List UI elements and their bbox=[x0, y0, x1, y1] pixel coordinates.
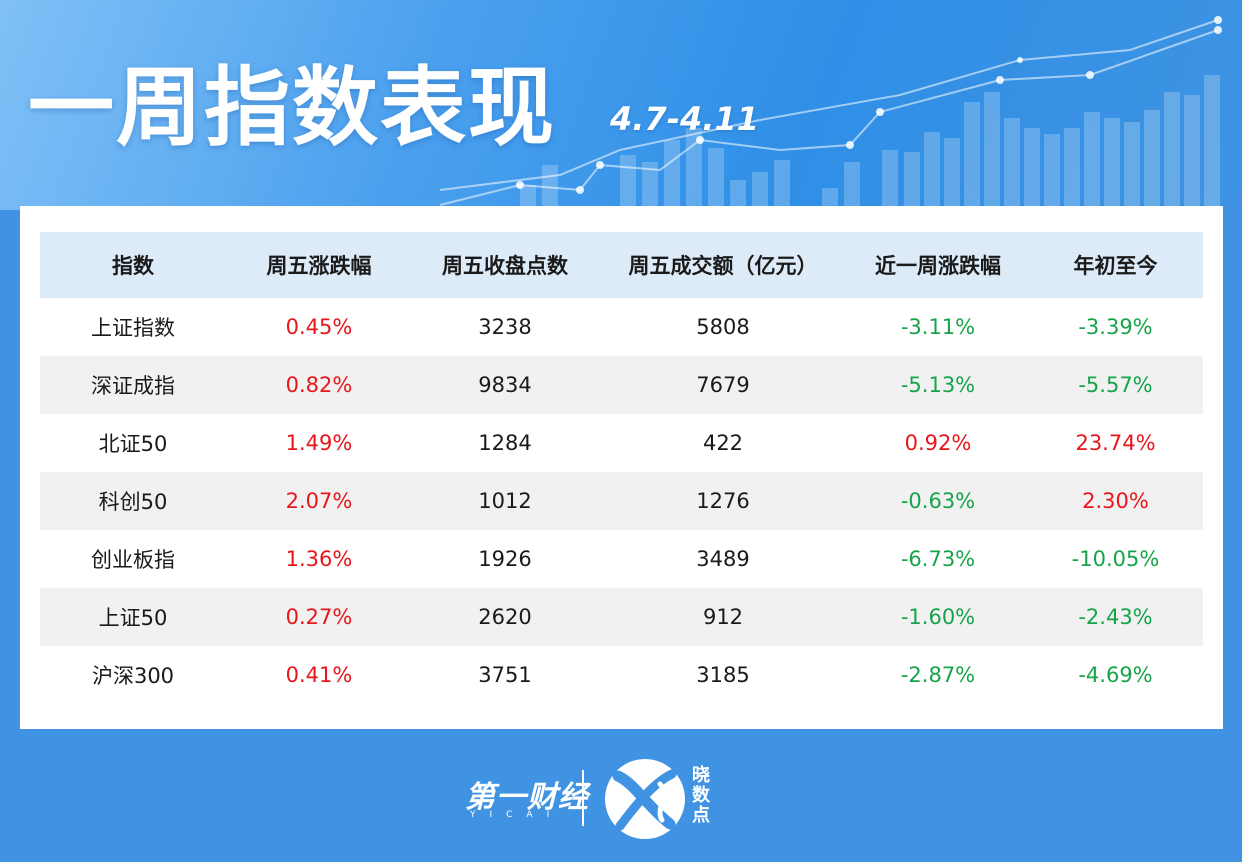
week-change: -0.63% bbox=[900, 489, 976, 513]
yicai-logo-sub: YICAI bbox=[470, 810, 564, 820]
index-name: 北证50 bbox=[98, 432, 168, 456]
week-change: -6.73% bbox=[900, 547, 976, 571]
logo-divider bbox=[582, 770, 584, 826]
week-change: -2.87% bbox=[900, 663, 976, 687]
decorative-dots bbox=[516, 16, 1222, 194]
column-header-friday-change: 周五涨跌幅 bbox=[266, 254, 372, 278]
index-name: 创业板指 bbox=[91, 548, 175, 572]
index-name: 沪深300 bbox=[91, 664, 175, 688]
week-change: -1.60% bbox=[900, 605, 976, 629]
friday-change: 0.27% bbox=[285, 605, 353, 629]
ytd-change: 23.74% bbox=[1075, 431, 1156, 455]
friday-close: 1926 bbox=[478, 547, 532, 571]
friday-close: 2620 bbox=[478, 605, 532, 629]
friday-turnover: 7679 bbox=[696, 373, 750, 397]
ytd-change: -3.39% bbox=[1078, 315, 1153, 339]
friday-turnover: 5808 bbox=[696, 315, 750, 339]
friday-change: 1.36% bbox=[285, 547, 353, 571]
friday-turnover: 3185 bbox=[696, 663, 750, 687]
header-banner: 一周指数表现 4.7-4.11 bbox=[0, 0, 1242, 210]
table-header-row: 指数 周五涨跌幅 周五收盘点数 周五成交额（亿元） 近一周涨跌幅 年初至今 bbox=[40, 232, 1203, 298]
friday-close: 3751 bbox=[478, 663, 532, 687]
friday-change: 0.41% bbox=[285, 663, 353, 687]
friday-turnover: 912 bbox=[702, 605, 744, 629]
friday-turnover: 422 bbox=[702, 431, 744, 455]
ytd-change: -4.69% bbox=[1078, 663, 1153, 687]
ytd-change: -10.05% bbox=[1071, 547, 1160, 571]
friday-close: 3238 bbox=[478, 315, 532, 339]
column-header-friday-close: 周五收盘点数 bbox=[442, 254, 568, 278]
ytd-change: -2.43% bbox=[1078, 605, 1153, 629]
friday-close: 1012 bbox=[478, 489, 532, 513]
index-name: 上证50 bbox=[98, 606, 168, 630]
column-header-week-change: 近一周涨跌幅 bbox=[875, 254, 1001, 278]
index-performance-table: 指数 周五涨跌幅 周五收盘点数 周五成交额（亿元） 近一周涨跌幅 年初至今 上证… bbox=[40, 232, 1203, 704]
index-table-card: 指数 周五涨跌幅 周五收盘点数 周五成交额（亿元） 近一周涨跌幅 年初至今 上证… bbox=[20, 206, 1223, 729]
week-change: 0.92% bbox=[904, 431, 972, 455]
table-row: 深证成指 0.82% 9834 7679 -5.13% -5.57% bbox=[40, 356, 1203, 414]
friday-change: 0.82% bbox=[285, 373, 353, 397]
index-name: 科创50 bbox=[98, 490, 168, 514]
column-header-friday-turnover: 周五成交额（亿元） bbox=[628, 254, 818, 278]
table-row: 上证50 0.27% 2620 912 -1.60% -2.43% bbox=[40, 588, 1203, 646]
column-header-ytd: 年初至今 bbox=[1073, 254, 1158, 278]
ytd-change: 2.30% bbox=[1082, 489, 1149, 513]
friday-turnover: 1276 bbox=[696, 489, 750, 513]
friday-turnover: 3489 bbox=[696, 547, 750, 571]
yicai-logo: 第一财经 bbox=[465, 780, 589, 815]
xiaoshudian-logo-text: 晓数点 bbox=[692, 765, 710, 826]
table-row: 上证指数 0.45% 3238 5808 -3.11% -3.39% bbox=[40, 298, 1203, 356]
xiaoshudian-logo-icon bbox=[605, 759, 685, 839]
footer-logos: 第一财经 YICAI 晓数点 bbox=[460, 748, 790, 848]
friday-close: 1284 bbox=[478, 431, 532, 455]
ytd-change: -5.57% bbox=[1078, 373, 1153, 397]
friday-close: 9834 bbox=[478, 373, 532, 397]
column-header-index: 指数 bbox=[112, 254, 154, 278]
friday-change: 0.45% bbox=[285, 315, 353, 339]
week-change: -3.11% bbox=[900, 315, 976, 339]
table-row: 创业板指 1.36% 1926 3489 -6.73% -10.05% bbox=[40, 530, 1203, 588]
decorative-bars bbox=[520, 75, 1220, 210]
friday-change: 1.49% bbox=[285, 431, 353, 455]
table-row: 沪深300 0.41% 3751 3185 -2.87% -4.69% bbox=[40, 646, 1203, 704]
decorative-lines bbox=[439, 19, 1219, 206]
page-title: 一周指数表现 bbox=[28, 58, 556, 158]
decorative-chart-graphic bbox=[439, 16, 1222, 210]
table-row: 科创50 2.07% 1012 1276 -0.63% 2.30% bbox=[40, 472, 1203, 530]
index-name: 上证指数 bbox=[91, 316, 175, 340]
friday-change: 2.07% bbox=[285, 489, 353, 513]
date-range: 4.7-4.11 bbox=[610, 100, 759, 138]
week-change: -5.13% bbox=[900, 373, 976, 397]
index-name: 深证成指 bbox=[91, 374, 175, 398]
table-row: 北证50 1.49% 1284 422 0.92% 23.74% bbox=[40, 414, 1203, 472]
